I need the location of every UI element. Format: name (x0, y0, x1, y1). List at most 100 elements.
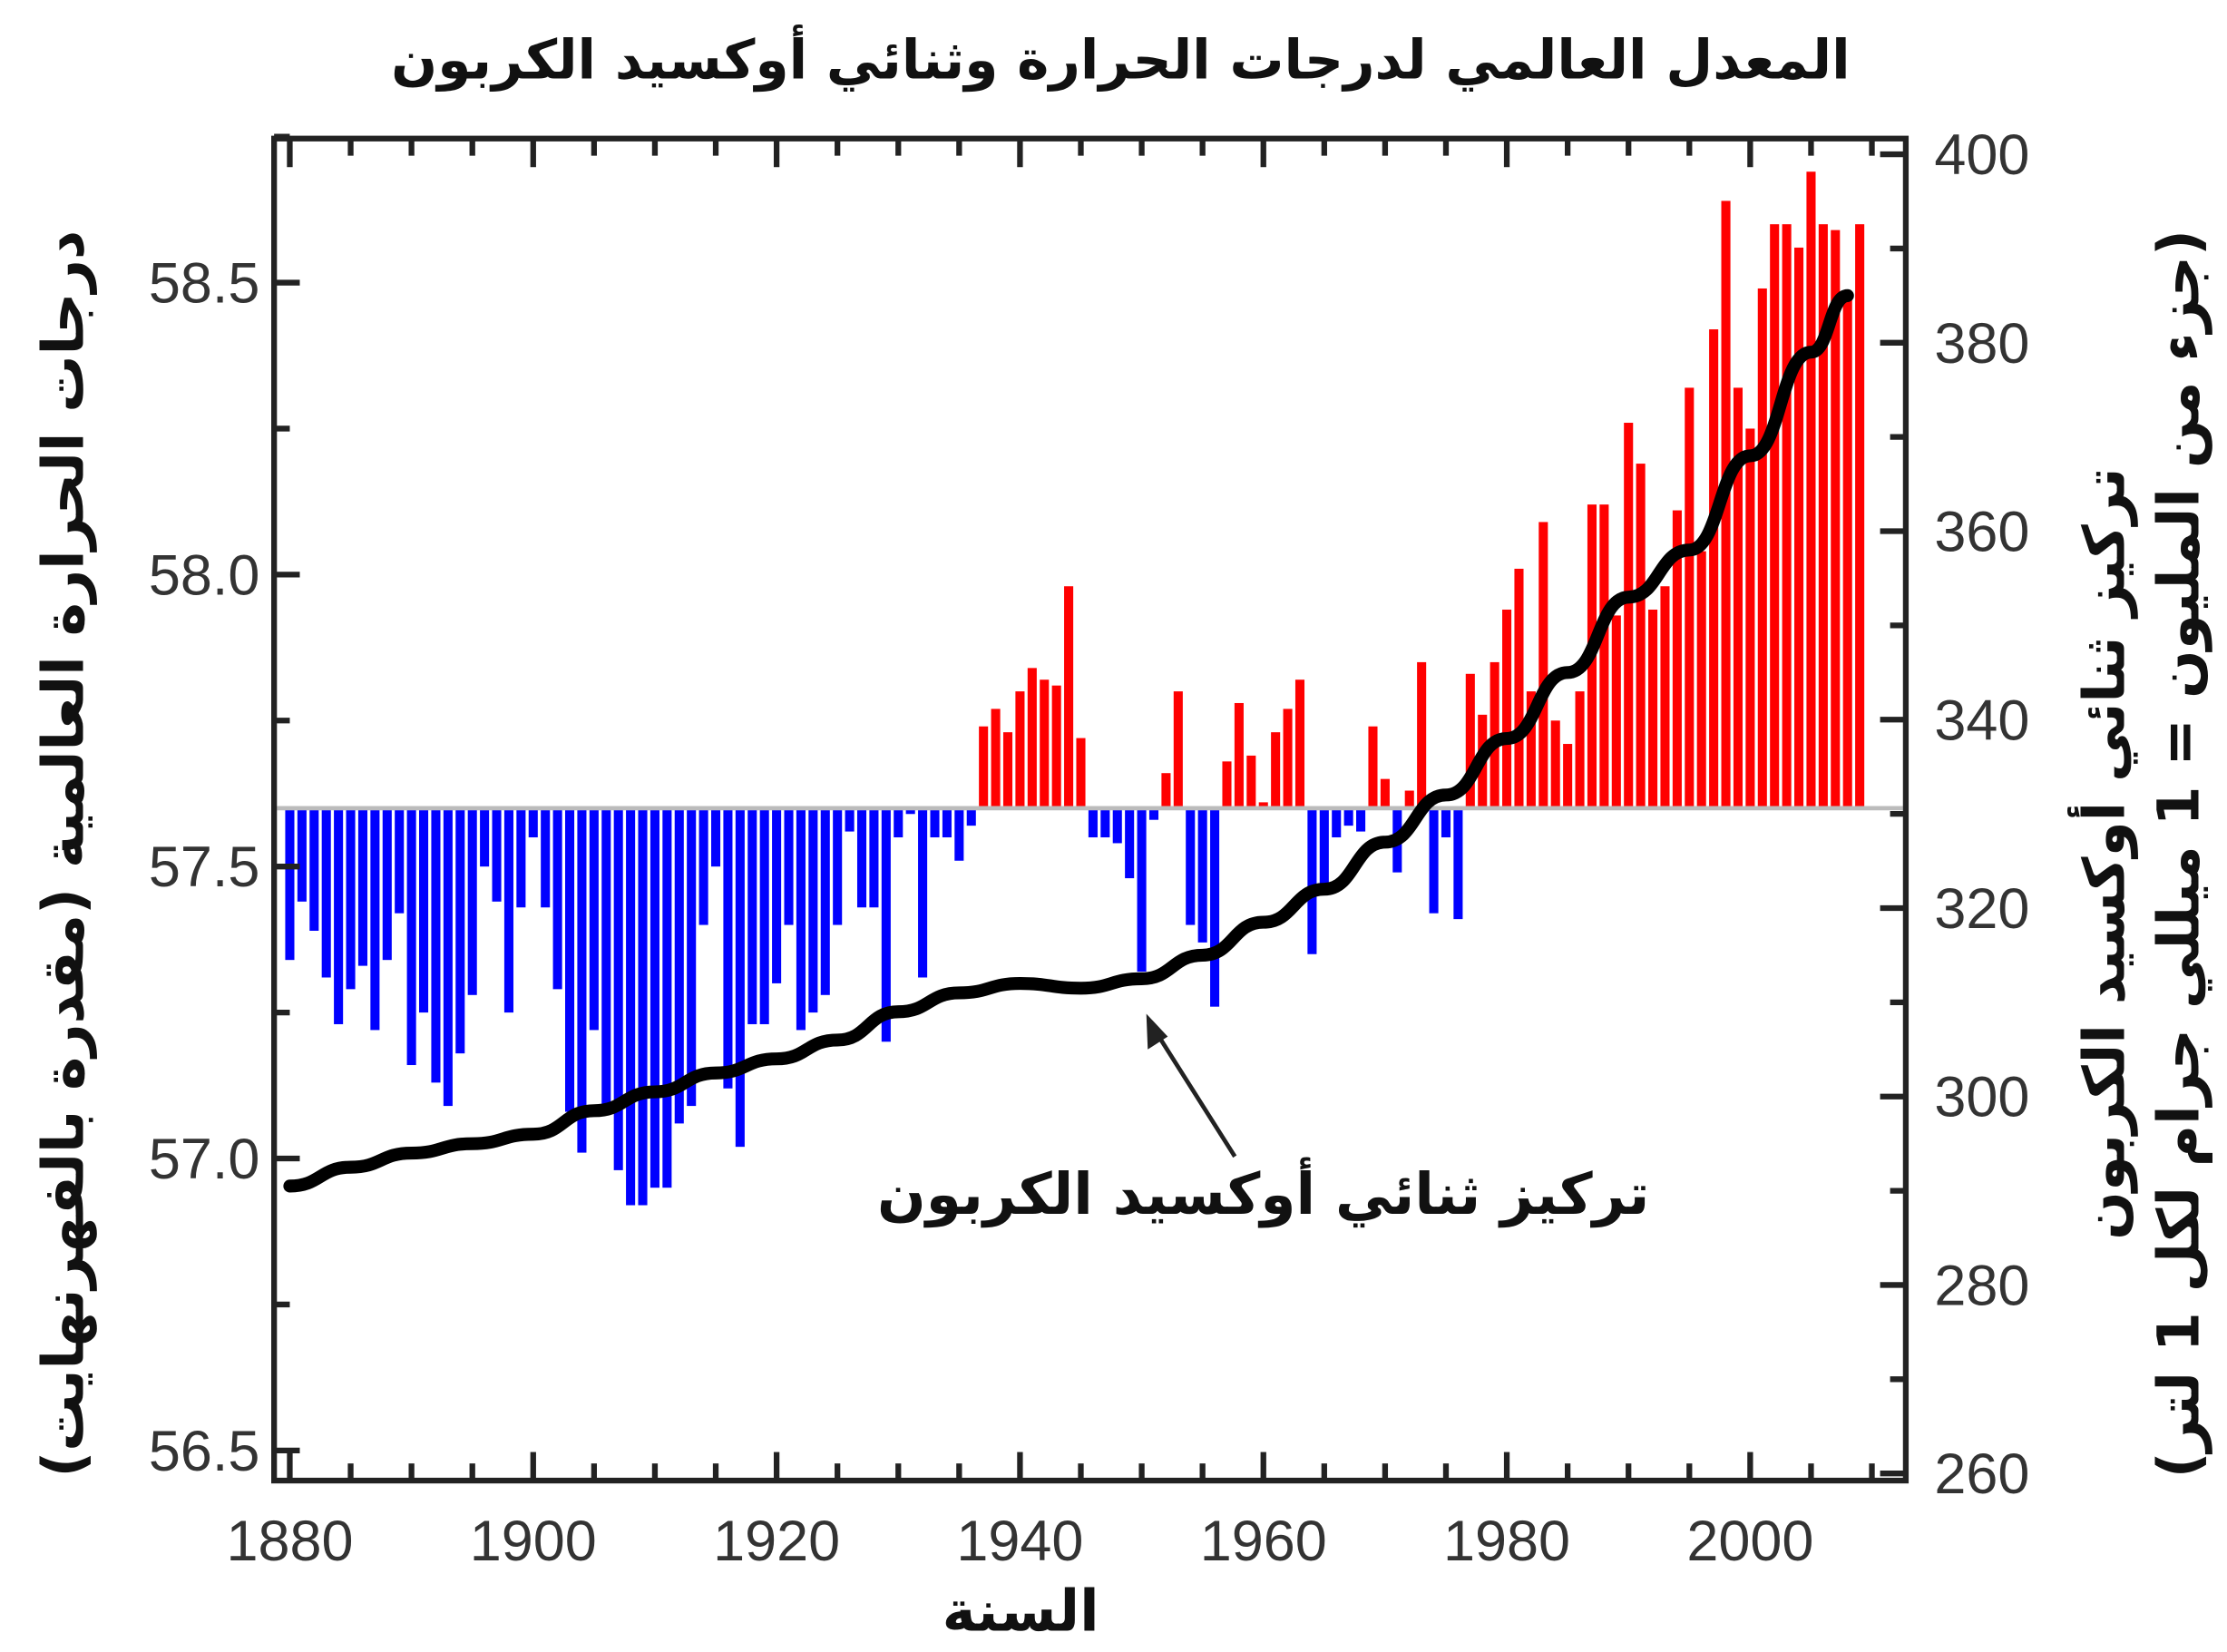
x-tick-label: 2000 (1686, 1510, 1813, 1573)
temperature-bar-1993 (1660, 586, 1670, 808)
temperature-bar-1941 (1027, 668, 1037, 808)
temperature-bar-1886 (357, 807, 367, 966)
temperature-bar-1963 (1294, 679, 1305, 808)
temperature-bar-1949 (1125, 807, 1135, 879)
x-tick-label: 1900 (470, 1510, 597, 1573)
temperature-bar-1989 (1611, 615, 1621, 808)
temperature-bar-1968 (1356, 807, 1366, 832)
temperature-bar-1986 (1575, 691, 1585, 808)
x-tick-label: 1920 (713, 1510, 840, 1573)
temperature-bar-2002 (1770, 224, 1780, 808)
left-tick-label: 56.5 (149, 1420, 259, 1483)
temperature-bar-1907 (613, 807, 623, 1170)
temperature-bar-1944 (1064, 586, 1074, 808)
right-tick-label: 320 (1934, 877, 2029, 941)
temperature-bar-1904 (577, 807, 587, 1153)
x-tick-label: 1960 (1200, 1510, 1327, 1573)
temperature-bar-1914 (698, 807, 708, 925)
temperature-bar-1895 (467, 807, 477, 995)
temperature-bar-1906 (601, 807, 611, 1112)
temperature-bar-1890 (406, 807, 416, 1066)
temperature-bar-1930 (894, 807, 903, 838)
temperature-bar-1975 (1441, 807, 1451, 838)
temperature-bar-2005 (1806, 171, 1816, 808)
temperature-bar-1943 (1051, 685, 1061, 808)
temperature-bar-1901 (541, 807, 551, 908)
temperature-bar-1911 (662, 807, 672, 1188)
temperature-bar-1909 (638, 807, 648, 1206)
temperature-bar-1920 (772, 807, 782, 983)
temperature-bar-2008 (1842, 299, 1852, 808)
temperature-bar-1913 (687, 807, 697, 1107)
temperature-bar-1956 (1210, 807, 1220, 1007)
chart-title: المعدل العالمي لدرجات الحرارة وثنائي أوك… (391, 24, 1850, 93)
temperature-bar-1964 (1307, 807, 1317, 954)
temperature-bar-2006 (1818, 224, 1828, 808)
temperature-bar-1910 (650, 807, 659, 1188)
co2-line (283, 288, 1854, 1193)
x-tick-label: 1940 (956, 1510, 1083, 1573)
x-axis-label: السنة (943, 1578, 1099, 1644)
temperature-bar-1932 (918, 807, 928, 978)
temperature-bar-1974 (1429, 807, 1439, 914)
temperature-bar-1888 (382, 807, 392, 961)
temperature-bar-1933 (930, 807, 940, 838)
temperature-bar-1992 (1648, 609, 1658, 808)
temperature-bar-1908 (626, 807, 636, 1206)
temperature-bar-1934 (942, 807, 952, 838)
temperature-bar-1885 (346, 807, 356, 990)
temperature-bar-1884 (334, 807, 344, 1024)
temperature-bar-1924 (820, 807, 830, 995)
temperature-bar-1960 (1258, 802, 1268, 808)
temperature-bar-1967 (1343, 807, 1353, 826)
temperature-bar-1939 (1002, 732, 1013, 808)
temperature-bar-1985 (1563, 744, 1573, 808)
temperature-bar-1937 (979, 726, 989, 808)
temperature-bar-1948 (1112, 807, 1122, 844)
temperature-bar-1889 (395, 807, 405, 914)
temperature-bar-1883 (321, 807, 331, 978)
temperature-bar-1942 (1040, 679, 1050, 808)
temperature-bar-1997 (1709, 329, 1719, 808)
temperature-bar-1893 (443, 807, 453, 1107)
temperature-bar-1900 (528, 807, 538, 838)
temperature-bar-1926 (845, 807, 855, 832)
right-tick-label: 400 (1934, 123, 2029, 187)
temperature-bar-1945 (1076, 738, 1086, 808)
temperature-bar-1961 (1271, 732, 1281, 808)
left-tick-label: 58.0 (149, 543, 259, 607)
temperature-bar-1952 (1161, 773, 1171, 808)
temperature-bar-1905 (589, 807, 599, 1031)
temperature-bar-2007 (1831, 230, 1841, 808)
temperature-bar-1969 (1368, 726, 1378, 808)
temperature-bar-1918 (747, 807, 757, 1024)
temperature-bar-1891 (419, 807, 429, 1013)
temperature-bar-1996 (1696, 551, 1706, 808)
temperature-bar-1935 (954, 807, 964, 861)
annotation-arrow (1146, 1013, 1237, 1158)
temperature-bar-2004 (1794, 247, 1804, 808)
temperature-bar-1912 (674, 807, 684, 1124)
temperature-bar-1916 (723, 807, 733, 1089)
temperature-bar-1980 (1502, 609, 1512, 808)
temperature-bar-1881 (297, 807, 307, 902)
temperature-bar-1929 (881, 807, 891, 1042)
temperature-bar-2009 (1855, 224, 1865, 808)
temperature-bar-1984 (1550, 720, 1560, 808)
y-axis-label-right-line2: (جزء من المليون = 1 ميللي جرام لكل 1 لتر… (2146, 230, 2213, 1478)
temperature-bar-2001 (1757, 288, 1767, 808)
right-tick-label: 340 (1934, 689, 2029, 752)
temperature-bar-2003 (1782, 224, 1792, 808)
temperature-bar-1981 (1514, 568, 1524, 808)
temperature-bar-1898 (503, 807, 513, 1013)
temperature-bar-1927 (856, 807, 867, 908)
temperature-bar-1902 (552, 807, 562, 990)
temperature-bar-1915 (710, 807, 721, 867)
temperature-bar-1958 (1234, 702, 1244, 808)
temperature-bar-1882 (309, 807, 319, 931)
x-tick-label: 1880 (226, 1510, 353, 1573)
temperature-bar-1995 (1685, 387, 1695, 808)
temperature-bar-1999 (1733, 387, 1743, 808)
temperature-bar-1970 (1380, 778, 1390, 808)
